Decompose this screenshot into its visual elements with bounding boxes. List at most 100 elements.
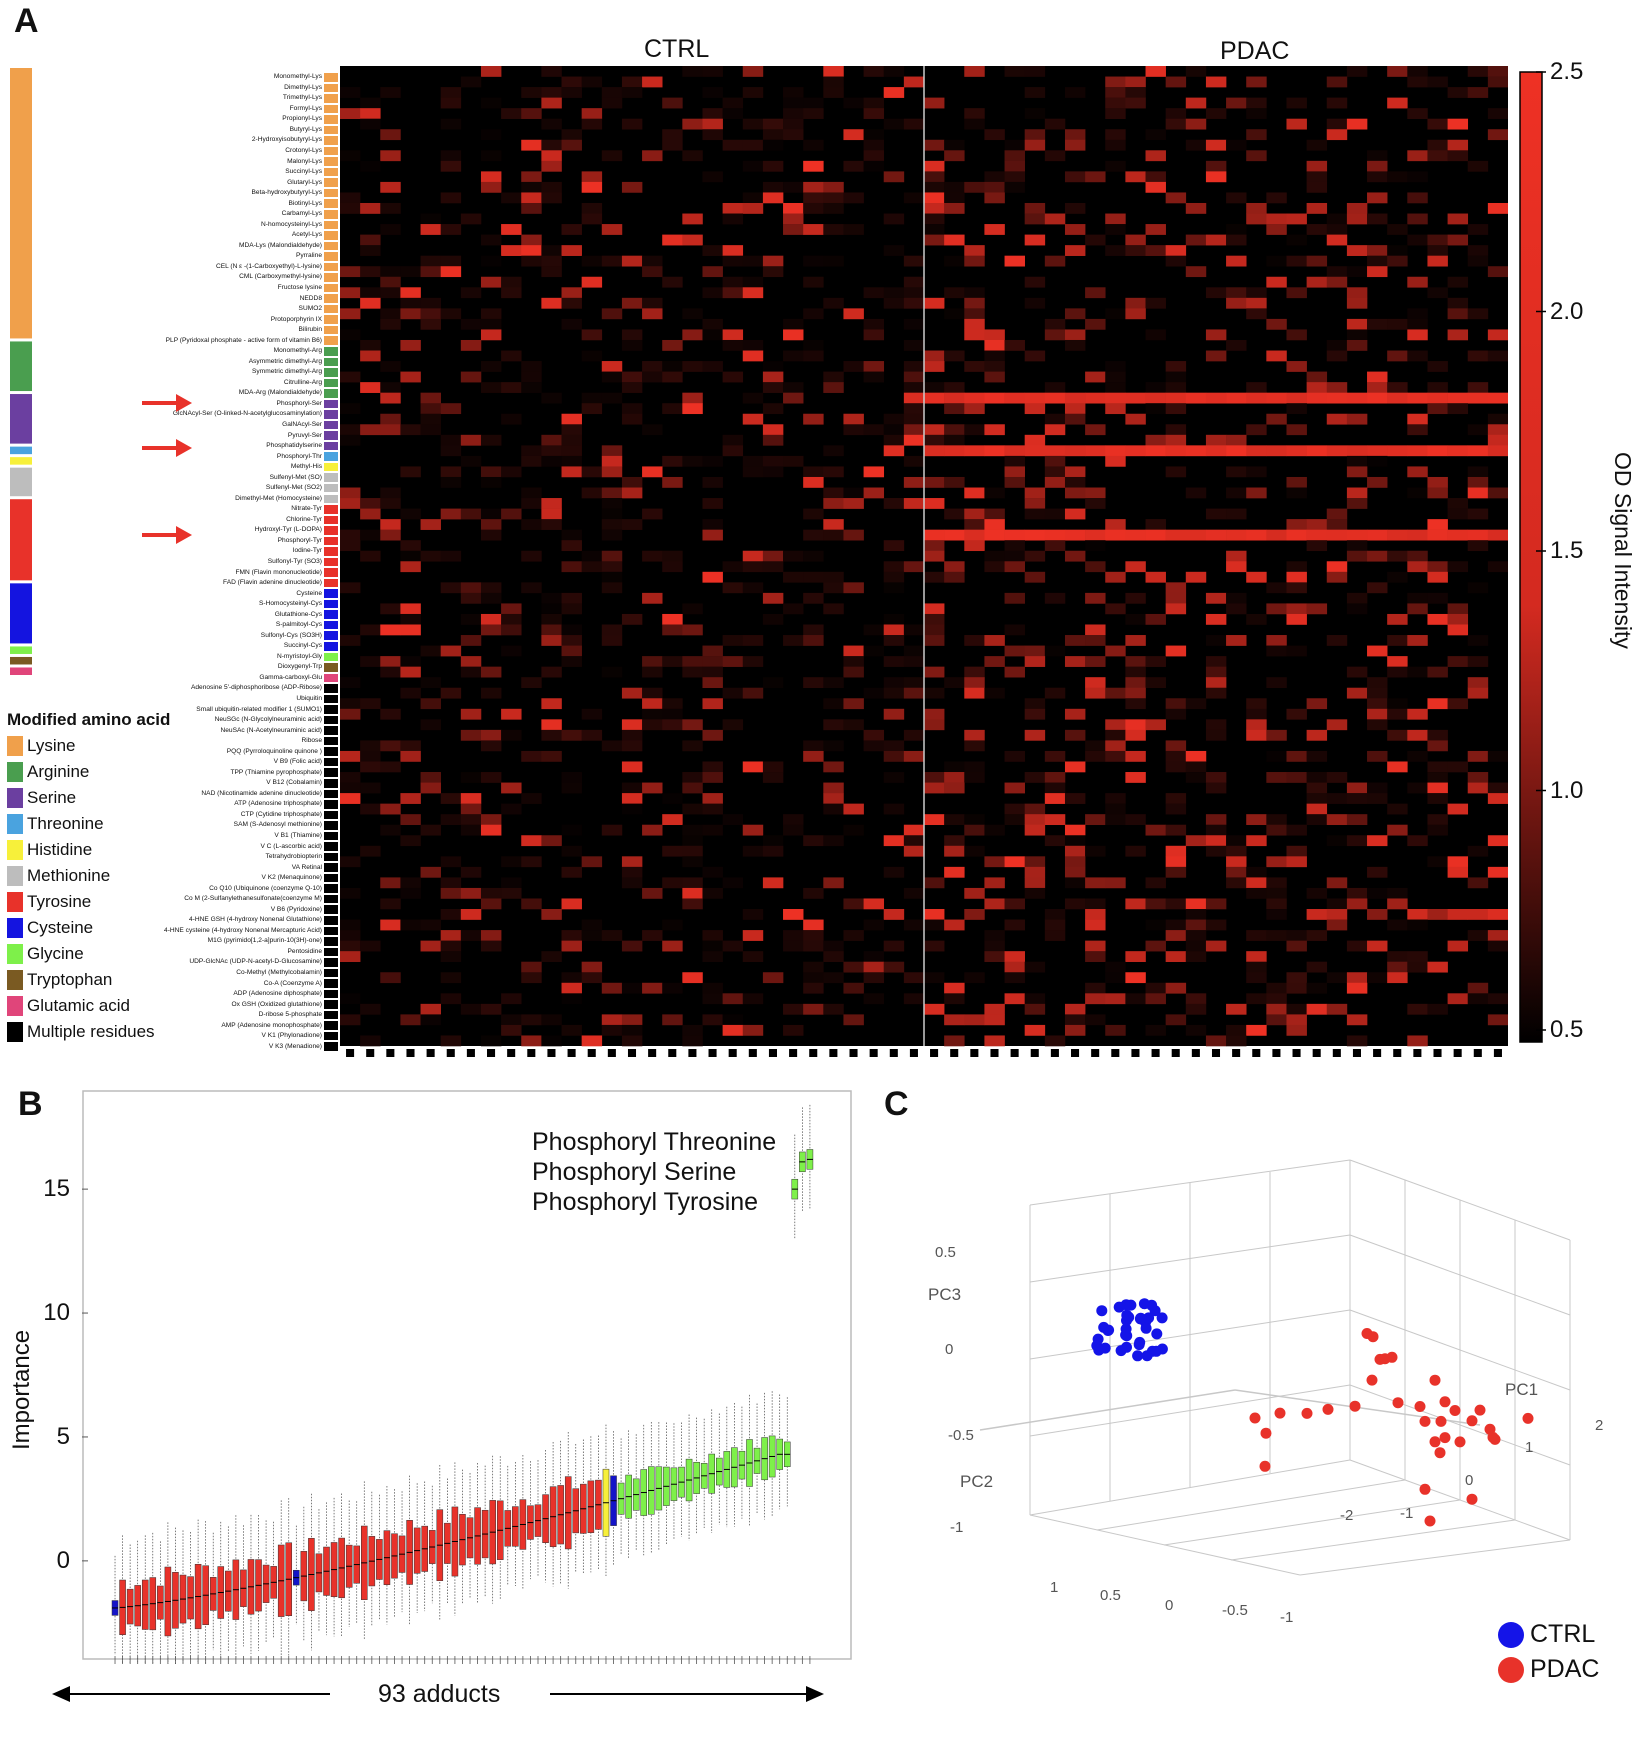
heatmap-cell (340, 887, 361, 899)
group-bar-segment (10, 394, 32, 444)
boxplot-box (444, 1478, 451, 1604)
ctrl-column-title: CTRL (644, 35, 710, 63)
heatmap-cell (1326, 877, 1348, 889)
heatmap-cell (561, 972, 582, 984)
heatmap-cell (1004, 666, 1025, 678)
legend-item: Cysteine (7, 916, 93, 940)
heatmap-cell (1105, 687, 1126, 699)
heatmap-cell (1105, 793, 1126, 804)
heatmap-cell (621, 782, 643, 794)
heatmap-cell (1226, 635, 1247, 646)
heatmap-cell (1487, 866, 1508, 878)
heatmap-cell (843, 582, 864, 594)
legend-label: Arginine (27, 762, 90, 781)
heatmap-cell (561, 624, 582, 636)
legend: Lysine Arginine Serine Threonine Histidine Me… (7, 734, 187, 1044)
row-group-swatch (324, 399, 338, 409)
heatmap-cell (682, 856, 703, 868)
heatmap-cell (682, 740, 703, 752)
row-label: 4-HNE GSH (4-hydroxy Nonenal Glutathione… (188, 916, 322, 924)
heatmap-cell (1105, 129, 1126, 141)
heatmap-cell (883, 413, 905, 425)
boxplot-box (549, 1442, 557, 1587)
heatmap-cell (1105, 308, 1126, 320)
heatmap-cell (621, 371, 643, 383)
heatmap-cell (682, 361, 703, 372)
heatmap-cell (521, 181, 542, 193)
heatmap-cell (1064, 245, 1086, 256)
heatmap-cell (964, 403, 985, 415)
heatmap-cell (662, 845, 683, 857)
heatmap-cell (924, 972, 945, 984)
heatmap-cell (400, 603, 421, 615)
pdac-point (1429, 1436, 1441, 1448)
heatmap-cell (823, 487, 844, 499)
heatmap-cell (1085, 845, 1106, 857)
heatmap-cell (1367, 940, 1388, 952)
heatmap-cell (1185, 898, 1207, 910)
heatmap-cell (541, 434, 562, 446)
heatmap-cell (944, 782, 965, 794)
heatmap-cell (1326, 266, 1348, 278)
heatmap-cell (601, 519, 623, 530)
heatmap-cell (762, 160, 784, 172)
heatmap-cell (1165, 761, 1187, 773)
row-label: NeuSGc (N-Glycolylneuraminic acid) (214, 716, 322, 724)
legend-swatch (7, 788, 23, 808)
heatmap-cell (1205, 1035, 1227, 1047)
heatmap-cell (702, 529, 723, 541)
heatmap-cell (360, 740, 381, 752)
row-group-swatch (324, 663, 338, 672)
row-group-swatch (324, 989, 338, 999)
heatmap-cell (964, 508, 985, 520)
heatmap-cell (1427, 519, 1448, 530)
heatmap-cell (521, 445, 542, 457)
heatmap-cell (400, 371, 421, 383)
heatmap-cell (1064, 824, 1086, 836)
heatmap-cell (722, 877, 744, 889)
heatmap-cell (501, 350, 522, 362)
heatmap-cell (984, 508, 1005, 520)
heatmap-cell (1346, 603, 1368, 615)
heatmap-cell (1085, 750, 1106, 762)
heatmap-cell (883, 624, 905, 636)
heatmap-cell (823, 677, 844, 689)
heatmap-cell (742, 276, 764, 288)
row-label: Adenosine 5'-diphosphoribose (ADP-Ribose… (190, 684, 322, 692)
heatmap-cell (1125, 561, 1146, 573)
x-tick-label: 1 (1525, 1439, 1533, 1456)
heatmap-cell (722, 371, 744, 383)
row-group-swatch (324, 136, 338, 145)
heatmap-cell (1185, 909, 1207, 920)
heatmap-cell (803, 508, 824, 520)
heatmap-cell (803, 139, 824, 151)
heatmap-cell (360, 940, 381, 952)
heatmap-cell (1024, 550, 1046, 562)
heatmap-cell (1165, 930, 1187, 941)
heatmap-cell (1004, 392, 1025, 404)
legend-label: Methionine (27, 866, 111, 885)
row-group-swatch (324, 789, 338, 799)
heatmap-cell (883, 582, 905, 594)
heatmap-cell (1226, 877, 1247, 889)
heatmap-cell (984, 877, 1005, 889)
heatmap-cell (1205, 529, 1227, 541)
heatmap-cell (480, 97, 502, 109)
heatmap-cell (1467, 87, 1489, 98)
heatmap-cell (621, 87, 643, 98)
pdac-point (1367, 1331, 1379, 1343)
heatmap-cell (903, 403, 925, 415)
row-label: Protoporphyrin IX (270, 315, 322, 323)
heatmap-cell (702, 571, 723, 583)
heatmap-cell (440, 445, 462, 457)
heatmap-cell (1387, 635, 1408, 646)
heatmap-cell (823, 519, 844, 530)
heatmap-cell (702, 287, 723, 299)
pdac-point (1466, 1493, 1478, 1505)
heatmap-cell (460, 887, 482, 899)
heatmap-cell (1024, 213, 1046, 225)
column-tick (466, 1049, 475, 1057)
heatmap-cell (1346, 487, 1368, 499)
column-tick (970, 1049, 979, 1057)
heatmap-cell (1165, 466, 1187, 478)
